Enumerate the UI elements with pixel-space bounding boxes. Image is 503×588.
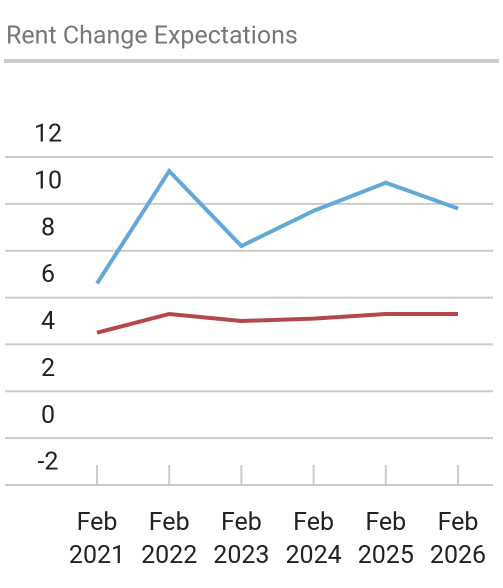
y-tick-label: 2	[41, 354, 55, 383]
series-line	[96, 311, 458, 335]
x-tick-label: Feb 2026	[429, 508, 487, 570]
x-tick-label: Feb 2021	[68, 508, 126, 570]
y-tick-label: 10	[34, 166, 62, 195]
chart-title: Rent Change Expectations	[6, 22, 298, 51]
y-tick-label: 6	[41, 260, 55, 289]
x-tick-label: Feb 2025	[357, 508, 414, 570]
series-line	[95, 167, 459, 285]
y-tick-label: 0	[41, 401, 55, 430]
y-tick-label: 4	[41, 307, 55, 336]
y-tick-label: 8	[41, 213, 55, 242]
x-tick-label: Feb 2022	[141, 508, 198, 570]
x-tick-label: Feb 2024	[285, 508, 342, 570]
x-tick-label: Feb 2023	[213, 508, 270, 570]
y-tick-label: 12	[34, 120, 62, 149]
y-tick-label: -2	[38, 448, 59, 477]
